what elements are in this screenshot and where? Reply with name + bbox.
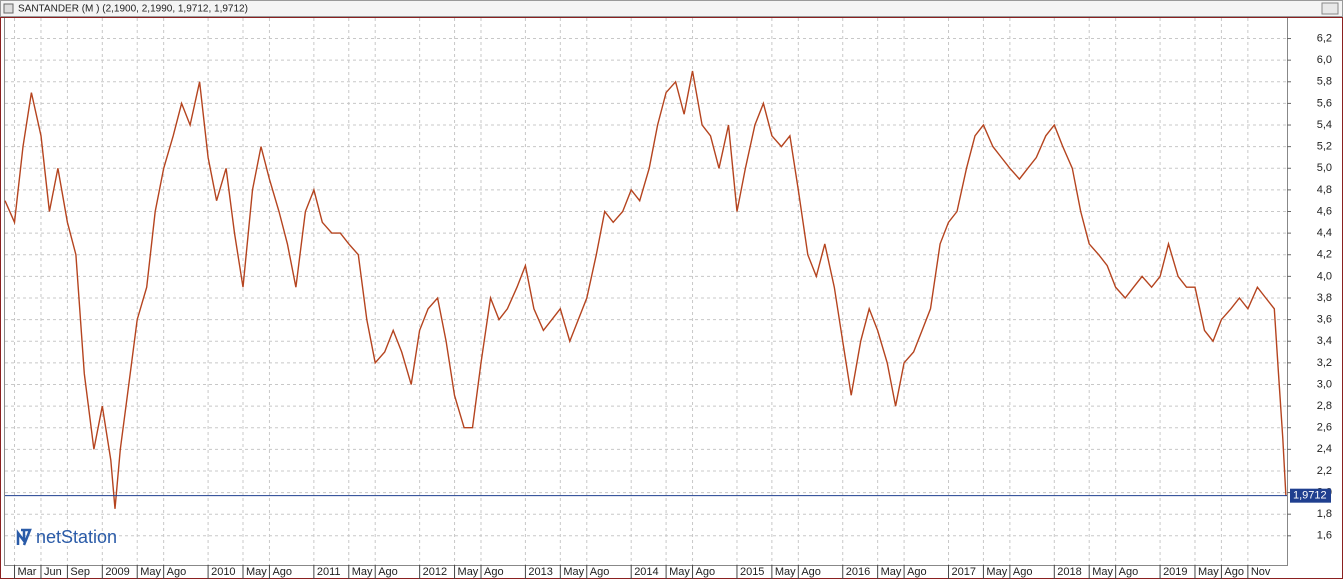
y-tick-label: 6,0 xyxy=(1317,54,1332,66)
x-tick-label: 2018 xyxy=(1057,566,1081,578)
y-tick-label: 1,8 xyxy=(1317,508,1332,520)
y-tick-label: 5,8 xyxy=(1317,76,1332,88)
x-tick-label: 2017 xyxy=(952,566,976,578)
y-tick-label: 3,6 xyxy=(1317,314,1332,326)
y-tick-label: 4,2 xyxy=(1317,249,1332,261)
x-tick-label: 2009 xyxy=(105,566,129,578)
price-line xyxy=(4,70,1287,509)
x-tick-label: 2015 xyxy=(740,566,764,578)
x-tick-label: Ago xyxy=(907,566,927,578)
x-tick-label: Sep xyxy=(70,566,90,578)
y-tick-label: 6,2 xyxy=(1317,32,1332,44)
y-tick-label: 2,2 xyxy=(1317,465,1332,477)
x-tick-label: May xyxy=(986,566,1007,578)
x-tick-label: May xyxy=(669,566,690,578)
window-icon xyxy=(3,3,14,14)
x-tick-label: Ago xyxy=(167,566,187,578)
x-tick-label: May xyxy=(775,566,796,578)
last-price-label: 1,9712 xyxy=(1293,490,1327,502)
x-tick-label: May xyxy=(1198,566,1219,578)
x-tick-label: 2016 xyxy=(846,566,870,578)
x-tick-label: Ago xyxy=(272,566,292,578)
x-tick-label: Ago xyxy=(801,566,821,578)
x-tick-label: May xyxy=(246,566,267,578)
brand-logo: netStation xyxy=(16,527,117,547)
y-tick-label: 2,4 xyxy=(1317,443,1332,455)
x-tick-label: Mar xyxy=(18,566,37,578)
x-tick-label: 2012 xyxy=(423,566,447,578)
x-tick-label: May xyxy=(563,566,584,578)
y-tick-label: 4,8 xyxy=(1317,184,1332,196)
last-price-box xyxy=(1290,488,1331,503)
x-tick-label: Nov xyxy=(1251,566,1271,578)
x-tick-label: Ago xyxy=(696,566,716,578)
y-tick-label: 4,0 xyxy=(1317,270,1332,282)
y-tick-label: 3,0 xyxy=(1317,378,1332,390)
x-tick-label: May xyxy=(1092,566,1113,578)
y-tick-label: 4,4 xyxy=(1317,227,1332,239)
x-tick-label: 2011 xyxy=(317,566,341,578)
x-tick-label: 2013 xyxy=(528,566,552,578)
x-tick-label: May xyxy=(140,566,161,578)
y-tick-label: 5,0 xyxy=(1317,162,1332,174)
y-tick-label: 2,8 xyxy=(1317,400,1332,412)
logo-icon xyxy=(16,528,32,546)
y-tick-label: 3,2 xyxy=(1317,357,1332,369)
close-button[interactable] xyxy=(1321,2,1339,15)
y-tick-label: 5,2 xyxy=(1317,141,1332,153)
x-tick-label: Ago xyxy=(1013,566,1033,578)
chart-title: SANTANDER (M ) (2,1900, 2,1990, 1,9712, … xyxy=(18,4,248,15)
brand-name: netStation xyxy=(36,527,117,547)
x-tick-label: Ago xyxy=(590,566,610,578)
y-tick-label: 3,8 xyxy=(1317,292,1332,304)
y-tick-label: 3,4 xyxy=(1317,335,1332,347)
y-tick-label: 4,6 xyxy=(1317,205,1332,217)
x-tick-label: Ago xyxy=(1119,566,1139,578)
x-tick-label: 2019 xyxy=(1163,566,1187,578)
y-tick-label: 5,4 xyxy=(1317,119,1332,131)
x-tick-label: May xyxy=(458,566,479,578)
x-tick-label: 2010 xyxy=(211,566,235,578)
x-tick-label: May xyxy=(352,566,373,578)
x-tick-label: Ago xyxy=(1224,566,1244,578)
y-tick-label: 1,6 xyxy=(1317,530,1332,542)
x-tick-label: Ago xyxy=(378,566,398,578)
y-tick-label: 2,6 xyxy=(1317,422,1332,434)
x-tick-label: May xyxy=(881,566,902,578)
y-tick-label: 5,6 xyxy=(1317,97,1332,109)
x-tick-label: 2014 xyxy=(634,566,658,578)
x-tick-label: Ago xyxy=(484,566,504,578)
x-tick-label: Jun xyxy=(44,566,62,578)
